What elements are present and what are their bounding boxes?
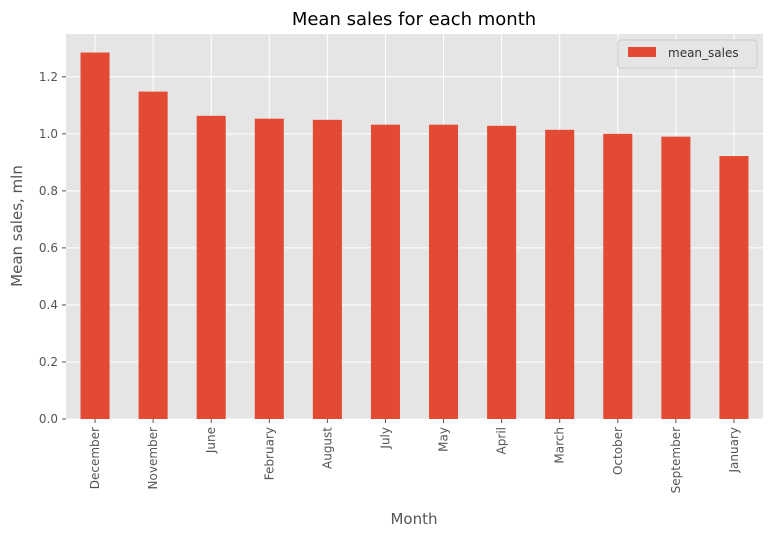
y-tick-label: 1.2 [39,70,58,84]
x-tick-label-february: February [262,427,276,480]
bar-may [429,124,459,419]
legend-swatch-mean-sales [628,47,656,57]
legend-label-mean-sales: mean_sales [668,46,739,60]
bar-february [254,118,284,419]
bar-november [138,91,168,419]
plot-area [66,34,763,419]
x-tick-label-november: November [146,427,160,489]
bar-january [719,156,749,419]
y-tick-label: 0.4 [39,298,58,312]
bar-december [80,52,110,419]
x-tick-label-june: June [204,427,218,454]
x-tick-label-july: July [378,427,392,450]
x-tick-label-march: March [553,427,567,464]
y-tick-label: 0.0 [39,412,58,426]
x-tick-label-october: October [611,427,625,475]
legend: mean_sales [617,39,758,69]
x-tick-label-august: August [320,427,334,469]
bar-march [545,129,575,420]
x-tick-label-april: April [495,427,509,454]
y-tick-label: 1.0 [39,127,58,141]
bar-september [661,136,691,419]
bar-august [312,119,342,419]
y-tick-label: 0.2 [39,355,58,369]
bar-april [487,125,517,420]
y-tick-label: 0.8 [39,184,58,198]
x-tick-label-january: January [727,427,741,474]
x-tick-label-september: September [669,427,683,493]
bar-july [370,124,400,419]
x-axis-ticks: December November June February August July Ma… [88,419,741,493]
bar-june [196,115,226,419]
y-axis-ticks: 0.0 0.2 0.4 0.6 0.8 1.0 1.2 [39,70,66,426]
x-tick-label-may: May [437,427,451,452]
bar-october [603,133,633,419]
x-tick-label-december: December [88,427,102,489]
x-axis-label: Month [390,510,437,528]
y-tick-label: 0.6 [39,241,58,255]
y-axis-label: Mean sales, mln [8,165,26,287]
bars [80,52,749,420]
chart-title: Mean sales for each month [292,9,536,30]
